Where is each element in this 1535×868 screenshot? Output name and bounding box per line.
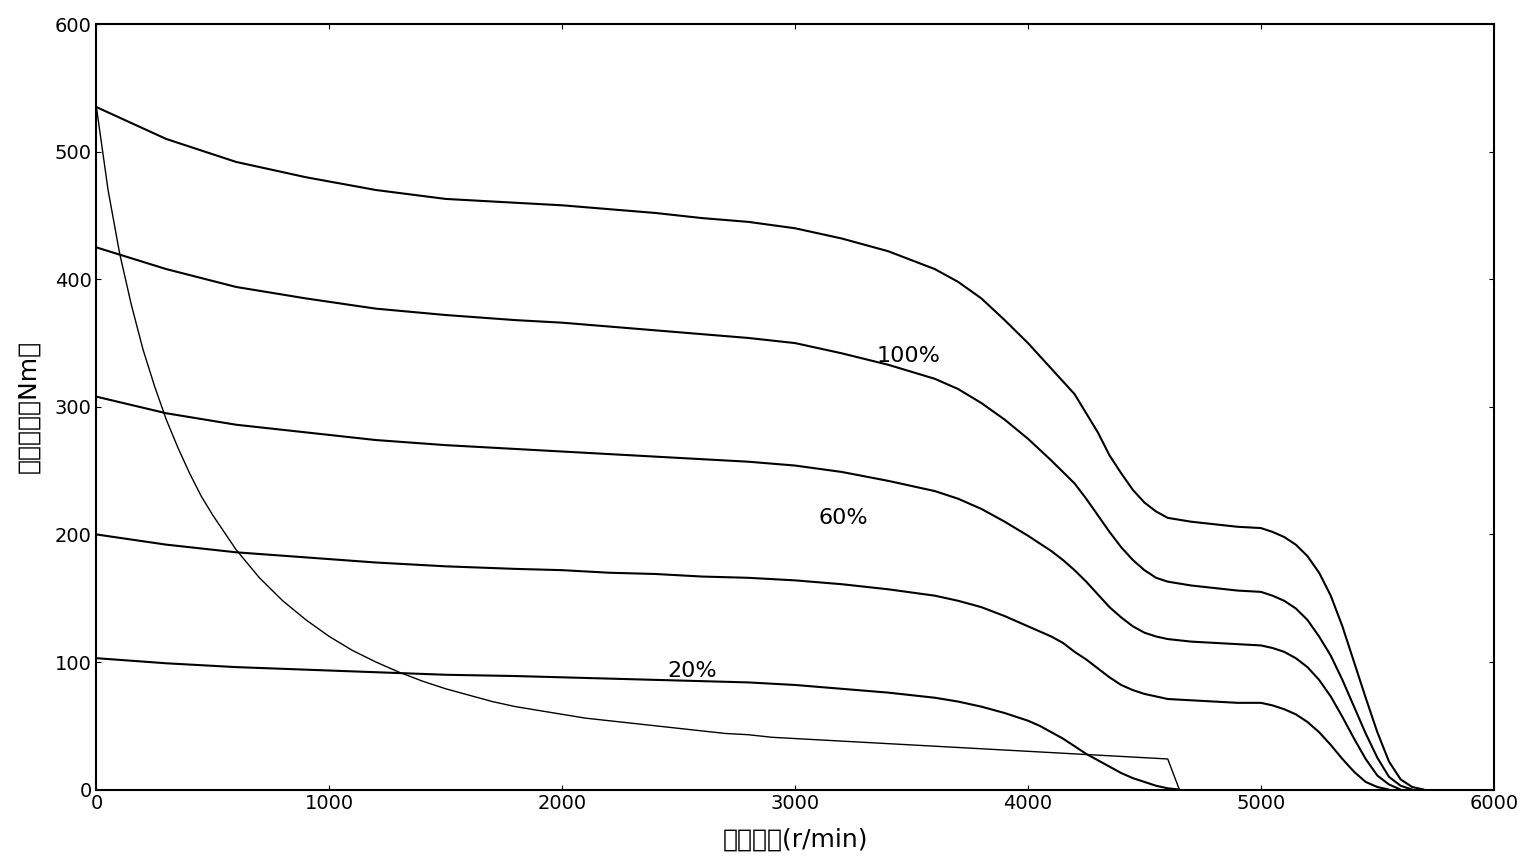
Text: 60%: 60% xyxy=(818,509,867,529)
Text: 20%: 20% xyxy=(668,661,717,681)
X-axis label: 电机转速(r/min): 电机转速(r/min) xyxy=(723,827,867,852)
Text: 100%: 100% xyxy=(876,346,941,366)
Y-axis label: 扇矩需求（Nm）: 扇矩需求（Nm） xyxy=(17,340,40,473)
